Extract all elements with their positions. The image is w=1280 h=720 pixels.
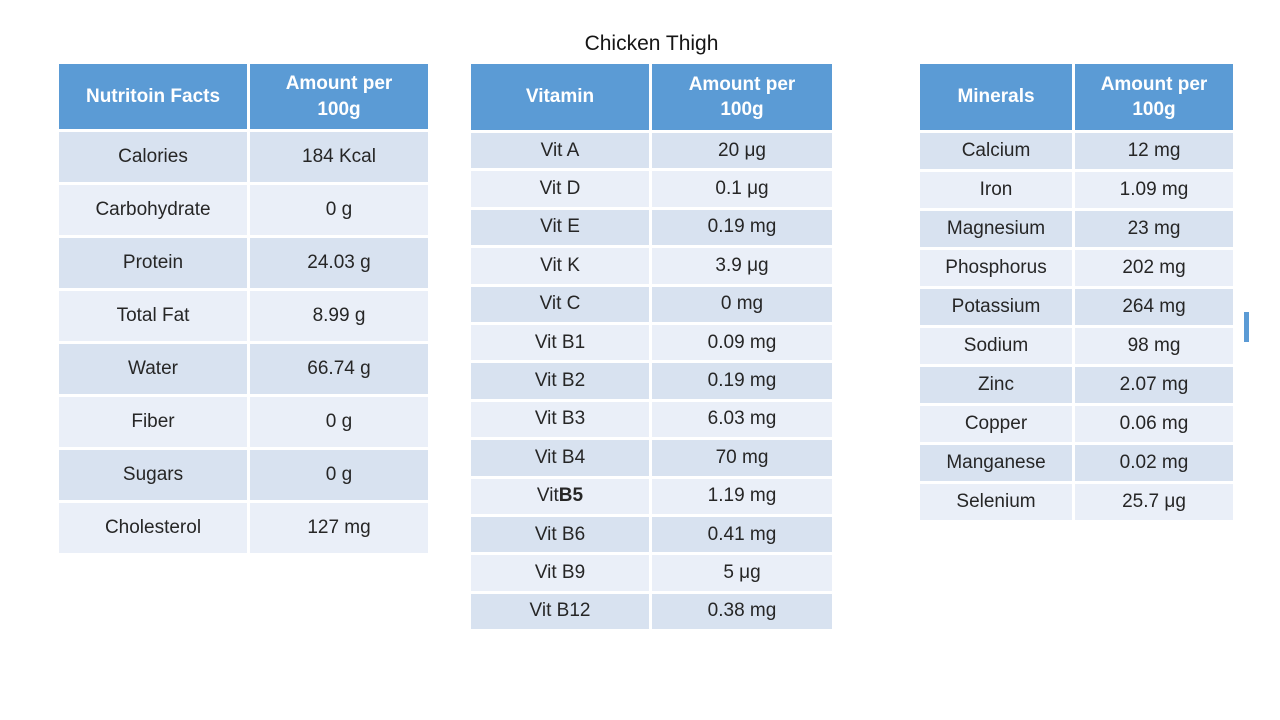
row-amount-cell: 2.07 mg (1075, 367, 1233, 403)
row-amount-cell: 1.19 mg (652, 478, 832, 514)
row-amount-cell: 20 μg (652, 133, 832, 169)
row-label-cell: Vit B5 (471, 478, 649, 514)
row-amount-cell: 8.99 g (250, 291, 428, 341)
row-label-cell: Water (59, 344, 247, 394)
row-amount-cell: 23 mg (1075, 211, 1233, 247)
page-title: Chicken Thigh (584, 32, 719, 55)
row-amount-cell: 184 Kcal (250, 132, 428, 182)
row-label-cell: Fiber (59, 397, 247, 447)
row-amount-cell: 0.02 mg (1075, 445, 1233, 481)
column-header: Nutritoin Facts (59, 64, 247, 129)
row-amount-cell: 0.1 μg (652, 171, 832, 207)
row-label-cell: Vit C (471, 286, 649, 322)
row-label-cell: Vit B4 (471, 440, 649, 476)
row-amount-cell: 0.19 mg (652, 363, 832, 399)
row-label-cell: Cholesterol (59, 503, 247, 553)
column-header: Amount per 100g (250, 64, 428, 129)
row-label-cell: Vit B1 (471, 324, 649, 361)
row-amount-cell: 0.41 mg (652, 516, 832, 553)
row-label-cell: Vit B12 (471, 593, 649, 630)
row-label-cell: Vit E (471, 209, 649, 246)
column-header: Amount per 100g (652, 64, 832, 130)
column-header: Amount per 100g (1075, 64, 1233, 130)
row-label-cell: Selenium (920, 484, 1072, 520)
decorative-blue-mark (1244, 312, 1249, 342)
row-amount-cell: 1.09 mg (1075, 172, 1233, 208)
row-amount-cell: 0.09 mg (652, 324, 832, 361)
row-label-cell: Vit A (471, 133, 649, 169)
row-label-cell: Copper (920, 406, 1072, 442)
nutrition-facts-table: Nutritoin Facts Amount per 100g Calories 18… (59, 64, 428, 553)
row-amount-cell: 12 mg (1075, 133, 1233, 169)
row-label-cell: Calcium (920, 133, 1072, 169)
row-amount-cell: 25.7 μg (1075, 484, 1233, 520)
row-amount-cell: 98 mg (1075, 328, 1233, 364)
row-amount-cell: 202 mg (1075, 250, 1233, 286)
row-amount-cell: 0.38 mg (652, 593, 832, 630)
minerals-table: Minerals Amount per 100g Calcium 12 mg Iron 1… (920, 64, 1233, 520)
row-amount-cell: 264 mg (1075, 289, 1233, 325)
column-header: Vitamin (471, 64, 649, 130)
vitamins-table: Vitamin Amount per 100g Vit A 20 μg Vit D 0.1… (471, 64, 832, 630)
row-amount-cell: 70 mg (652, 440, 832, 476)
row-label-cell: Vit B6 (471, 516, 649, 553)
row-label-cell: Sugars (59, 450, 247, 500)
row-label-cell: Iron (920, 172, 1072, 208)
row-amount-cell: 5 μg (652, 555, 832, 591)
row-label-cell: Zinc (920, 367, 1072, 403)
row-amount-cell: 24.03 g (250, 238, 428, 288)
row-amount-cell: 0.19 mg (652, 209, 832, 246)
row-amount-cell: 0 mg (652, 286, 832, 322)
row-label-cell: Potassium (920, 289, 1072, 325)
row-label-cell: Vit B9 (471, 555, 649, 591)
row-label-cell: Protein (59, 238, 247, 288)
row-amount-cell: 66.74 g (250, 344, 428, 394)
row-amount-cell: 3.9 μg (652, 248, 832, 284)
row-label-cell: Carbohydrate (59, 185, 247, 235)
row-label-cell: Vit K (471, 248, 649, 284)
row-label-cell: Phosphorus (920, 250, 1072, 286)
row-label-cell: Vit B3 (471, 401, 649, 438)
row-amount-cell: 0 g (250, 185, 428, 235)
row-label-cell: Sodium (920, 328, 1072, 364)
column-header: Minerals (920, 64, 1072, 130)
row-label-cell: Vit D (471, 171, 649, 207)
row-amount-cell: 0 g (250, 450, 428, 500)
row-amount-cell: 0.06 mg (1075, 406, 1233, 442)
row-amount-cell: 6.03 mg (652, 401, 832, 438)
row-label-cell: Vit B2 (471, 363, 649, 399)
row-label-cell: Magnesium (920, 211, 1072, 247)
row-amount-cell: 0 g (250, 397, 428, 447)
row-label-cell: Manganese (920, 445, 1072, 481)
row-label-cell: Calories (59, 132, 247, 182)
row-amount-cell: 127 mg (250, 503, 428, 553)
row-label-cell: Total Fat (59, 291, 247, 341)
